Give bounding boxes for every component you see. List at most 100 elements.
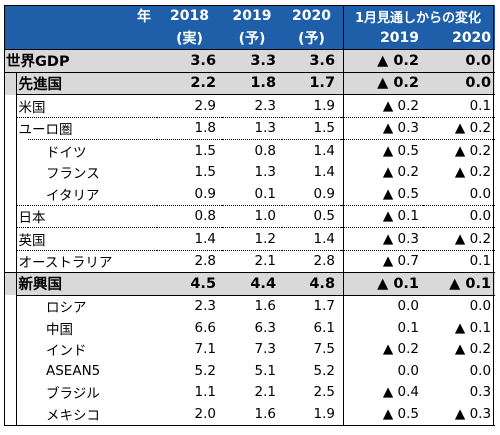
change-2020: 0.0 xyxy=(423,49,496,72)
value-2018: 0.9 xyxy=(194,185,217,202)
change-2019: ▲ 0.3 xyxy=(341,116,424,140)
indent-cell xyxy=(15,403,28,426)
value-2020: 1.5 xyxy=(282,116,342,140)
change-2020: 0.3 xyxy=(469,384,492,401)
change-2019: ▲ 0.2 xyxy=(382,341,420,358)
row-label: 中国 xyxy=(46,321,73,338)
change-2019: ▲ 0.5 xyxy=(341,403,424,426)
row-label: ASEAN5 xyxy=(46,362,101,379)
row-label: ロシア xyxy=(28,294,158,317)
header-change-2019: 2019 xyxy=(341,27,424,50)
row-label: フランス xyxy=(46,166,100,183)
indent-cell xyxy=(15,317,28,339)
value-2020: 1.7 xyxy=(282,294,342,317)
table-row: ASEAN5 5.2 5.1 5.2 0.0 0.0 xyxy=(4,360,495,382)
change-2020: ▲ 0.2 xyxy=(454,164,492,181)
value-2019: 2.3 xyxy=(222,94,283,117)
indent-cell xyxy=(4,71,16,95)
indent-cell xyxy=(4,272,16,295)
change-2020: ▲ 0.2 xyxy=(454,341,492,358)
table-row: ユーロ圏 1.8 1.3 1.5 ▲ 0.3 ▲ 0.2 xyxy=(4,116,496,140)
value-2018: 5.2 xyxy=(194,362,217,379)
value-2020: 5.2 xyxy=(313,362,336,379)
table-row: フランス 1.5 1.3 1.4 ▲ 0.2 ▲ 0.2 xyxy=(4,161,495,183)
change-2019: ▲ 0.1 xyxy=(341,204,424,228)
value-2020: 0.9 xyxy=(313,185,336,202)
table-row: メキシコ 2.0 1.6 1.9 ▲ 0.5 ▲ 0.3 xyxy=(4,403,496,426)
table-row: 世界GDP 3.6 3.3 3.6 ▲ 0.2 0.0 xyxy=(4,49,496,72)
change-2020: ▲ 0.3 xyxy=(423,403,496,426)
value-2019: 3.3 xyxy=(222,49,283,72)
value-2019: 1.8 xyxy=(222,71,283,95)
table-row: イタリア 0.9 0.1 0.9 ▲ 0.5 0.0 xyxy=(4,183,495,205)
row-label: 日本 xyxy=(15,204,158,228)
value-2020: 7.5 xyxy=(313,341,336,358)
table-row: ロシア 2.3 1.6 1.7 0.0 0.0 xyxy=(4,294,496,317)
value-2020: 1.9 xyxy=(282,94,342,117)
value-2018: 2.3 xyxy=(157,294,223,317)
indent-cell xyxy=(15,139,28,162)
header-blank xyxy=(4,27,158,50)
header-2019-sub: (予) xyxy=(222,27,283,50)
indent-cell xyxy=(15,338,28,360)
table-row: ブラジル 1.1 2.1 2.5 ▲ 0.4 0.3 xyxy=(4,381,495,404)
value-2020: 0.5 xyxy=(282,204,342,228)
header-2020: 2020 xyxy=(282,5,342,27)
value-2019: 0.8 xyxy=(222,139,283,162)
header-change-2020: 2020 xyxy=(423,27,496,50)
value-2018: 1.8 xyxy=(157,116,223,140)
indent-cell xyxy=(4,228,16,251)
change-2019: ▲ 0.4 xyxy=(382,384,420,401)
header-2019: 2019 xyxy=(222,5,283,27)
table-row: ドイツ 1.5 0.8 1.4 ▲ 0.5 ▲ 0.2 xyxy=(4,139,496,162)
change-2019: ▲ 0.5 xyxy=(382,185,420,202)
table-row: 英国 1.4 1.2 1.4 ▲ 0.3 ▲ 0.2 xyxy=(4,227,496,251)
indent-cell xyxy=(4,360,16,382)
indent-cell xyxy=(4,183,16,205)
change-2019: ▲ 0.2 xyxy=(341,71,424,95)
value-2020: 1.4 xyxy=(282,227,342,250)
table-row: 日本 0.8 1.0 0.5 ▲ 0.1 0.0 xyxy=(4,204,496,228)
header-change-title: 1月見通しからの変化 xyxy=(341,5,496,27)
change-2019: ▲ 0.5 xyxy=(341,139,424,162)
value-2019: 2.1 xyxy=(254,384,277,401)
table-row: 米国 2.9 2.3 1.9 ▲ 0.2 0.1 xyxy=(4,94,496,117)
row-label: 世界GDP xyxy=(4,49,158,72)
change-2020: 0.0 xyxy=(469,362,492,379)
value-2018: 1.1 xyxy=(194,384,217,401)
value-2018: 2.9 xyxy=(157,94,223,117)
value-2019: 1.0 xyxy=(222,204,283,228)
header-2020-sub: (予) xyxy=(282,27,342,50)
change-2019: ▲ 0.3 xyxy=(341,227,424,250)
row-label: 先進国 xyxy=(15,71,158,95)
indent-cell xyxy=(4,317,16,339)
value-2019: 6.3 xyxy=(254,319,277,336)
year-label: 年 xyxy=(4,5,158,27)
change-2019: 0.1 xyxy=(397,319,420,336)
table-row: インド 7.1 7.3 7.5 ▲ 0.2 ▲ 0.2 xyxy=(4,338,495,361)
change-2019: ▲ 0.2 xyxy=(382,164,420,181)
value-2018: 3.6 xyxy=(157,49,223,72)
row-label: メキシコ xyxy=(28,403,158,426)
value-2019: 7.3 xyxy=(254,341,277,358)
value-2020: 4.8 xyxy=(282,272,342,295)
value-2020: 1.4 xyxy=(313,164,336,181)
value-2019: 5.1 xyxy=(254,362,277,379)
row-label: ユーロ圏 xyxy=(15,116,158,140)
value-2018: 6.6 xyxy=(194,319,217,336)
indent-cell xyxy=(15,360,28,382)
change-2020: 0.0 xyxy=(423,294,496,317)
change-2020: ▲ 0.2 xyxy=(423,227,496,250)
change-2019: ▲ 0.2 xyxy=(341,49,424,72)
value-2018: 1.5 xyxy=(157,139,223,162)
indent-cell xyxy=(4,403,16,426)
value-2018: 0.8 xyxy=(157,204,223,228)
indent-cell xyxy=(4,382,16,404)
value-2018: 2.8 xyxy=(157,249,223,273)
value-2020: 2.8 xyxy=(282,249,342,273)
indent-cell xyxy=(4,339,16,361)
indent-cell xyxy=(15,183,28,205)
change-2020: ▲ 0.2 xyxy=(423,116,496,140)
row-label: オーストラリア xyxy=(15,249,158,273)
